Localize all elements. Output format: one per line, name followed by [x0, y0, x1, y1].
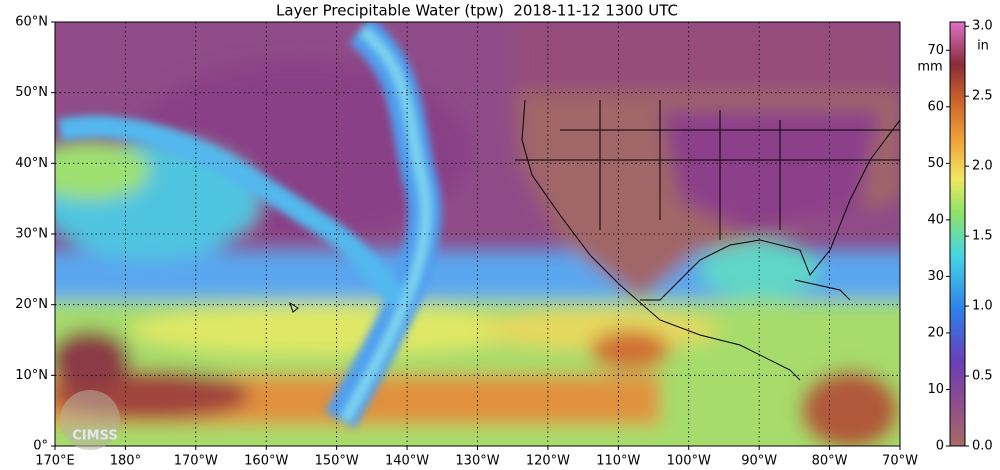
colorbar-mm-unit: mm: [917, 60, 942, 75]
colorbar-mm-label: 20: [927, 325, 944, 340]
x-tick-label: 150°W: [315, 454, 359, 469]
colorbar-mm-label: 60: [927, 99, 944, 114]
colorbar-in-label: 1.0: [972, 299, 993, 314]
colorbar-in-label: 3.0: [972, 19, 993, 34]
colorbar-mm-label: 40: [927, 212, 944, 227]
y-tick-label: 10°N: [15, 368, 48, 383]
colorbar-in-label: 1.5: [972, 229, 993, 244]
x-tick-label: 70°W: [882, 454, 918, 469]
y-tick-label: 0°: [33, 439, 48, 454]
x-tick-label: 110°W: [596, 454, 640, 469]
x-tick-label: 120°W: [526, 454, 570, 469]
colorbar-mm-label: 70: [927, 43, 944, 58]
colorbar: [949, 21, 966, 447]
x-tick-label: 90°W: [741, 454, 777, 469]
x-tick-label: 100°W: [667, 454, 711, 469]
colorbar-in-label: 0.0: [972, 439, 993, 454]
y-tick-label: 50°N: [15, 85, 48, 100]
logo-text: CIMSS: [72, 429, 117, 444]
x-tick-label: 180°: [110, 454, 141, 469]
colorbar-in-unit: in: [977, 39, 989, 54]
tpw-imagery: [55, 22, 900, 446]
y-tick-label: 60°N: [15, 15, 48, 30]
colorbar-mm-label: 0: [936, 439, 944, 454]
x-tick-label: 170°W: [174, 454, 218, 469]
logo: CIMSS: [60, 390, 120, 450]
x-tick-label: 130°W: [455, 454, 499, 469]
x-tick-label: 140°W: [385, 454, 429, 469]
y-tick-label: 20°N: [15, 297, 48, 312]
map-title: Layer Precipitable Water (tpw) 2018-11-1…: [276, 2, 678, 20]
x-tick-label: 80°W: [812, 454, 848, 469]
x-tick-label: 160°W: [244, 454, 288, 469]
colorbar-mm-label: 30: [927, 269, 944, 284]
x-tick-label: 170°E: [35, 454, 75, 469]
colorbar-in-label: 0.5: [972, 369, 993, 384]
colorbar-in-label: 2.5: [972, 89, 993, 104]
colorbar-mm-label: 50: [927, 156, 944, 171]
colorbar-in-label: 2.0: [972, 159, 993, 174]
colorbar-mm-label: 10: [927, 382, 944, 397]
y-tick-label: 30°N: [15, 227, 48, 242]
y-tick-label: 40°N: [15, 156, 48, 171]
